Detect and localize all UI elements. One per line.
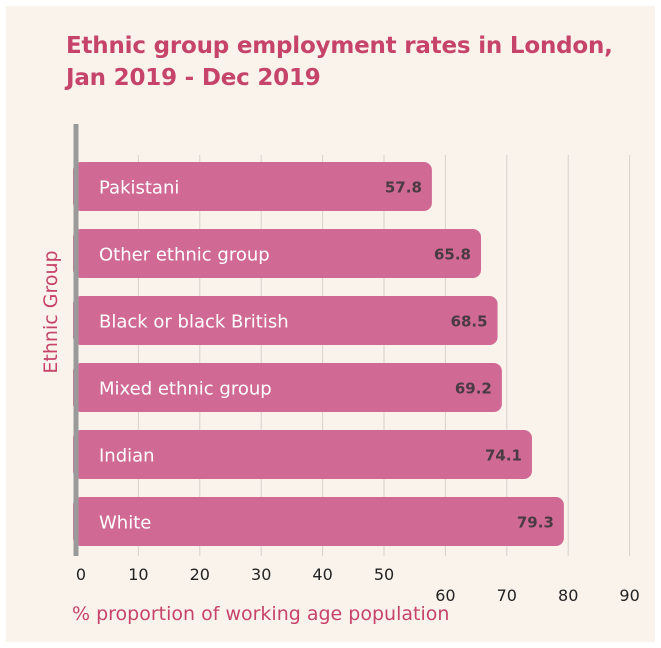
value-label: 74.1 — [485, 447, 522, 465]
bar — [73, 497, 564, 546]
x-tick-label: 10 — [128, 565, 148, 584]
bar-group: Indian 74.1 — [73, 430, 532, 479]
bar — [73, 363, 502, 412]
value-label: 69.2 — [455, 380, 492, 398]
x-tick-labels: 0 10 20 30 40 50 60 70 80 90 — [76, 565, 640, 605]
x-axis-label: % proportion of working age population — [72, 603, 450, 625]
x-tick-label: 60 — [435, 586, 455, 605]
x-tick-label: 80 — [558, 586, 578, 605]
bar — [73, 162, 432, 211]
x-tick-label: 90 — [619, 586, 639, 605]
chart-title: Ethnic group employment rates in London,… — [66, 33, 613, 91]
category-label: White — [99, 513, 151, 534]
y-axis-label: Ethnic Group — [40, 250, 62, 374]
bars: Pakistani 57.8 Other ethnic group 65.8 Black… — [73, 162, 564, 546]
bar — [73, 229, 482, 278]
x-tick-label: 0 — [76, 565, 86, 584]
bar-group: Other ethnic group 65.8 — [73, 229, 482, 278]
bar-group: White 79.3 — [73, 497, 564, 546]
category-label: Other ethnic group — [99, 245, 270, 266]
grid-lines — [137, 155, 631, 556]
bar-group: Black or black British 68.5 — [73, 296, 498, 345]
x-tick-label: 30 — [251, 565, 271, 584]
category-label: Mixed ethnic group — [99, 379, 272, 400]
value-label: 57.8 — [385, 179, 422, 197]
value-label: 65.8 — [434, 246, 471, 264]
bar-group: Mixed ethnic group 69.2 — [73, 363, 502, 412]
x-tick-label: 20 — [190, 565, 210, 584]
category-label: Pakistani — [99, 178, 179, 199]
value-label: 68.5 — [451, 313, 488, 331]
bar — [73, 296, 498, 345]
bar-group: Pakistani 57.8 — [73, 162, 432, 211]
value-label: 79.3 — [517, 514, 554, 532]
category-label: Black or black British — [99, 312, 289, 333]
bar — [73, 430, 532, 479]
x-tick-label: 70 — [497, 586, 517, 605]
x-tick-label: 50 — [374, 565, 394, 584]
x-tick-label: 40 — [312, 565, 332, 584]
category-label: Indian — [99, 446, 155, 467]
